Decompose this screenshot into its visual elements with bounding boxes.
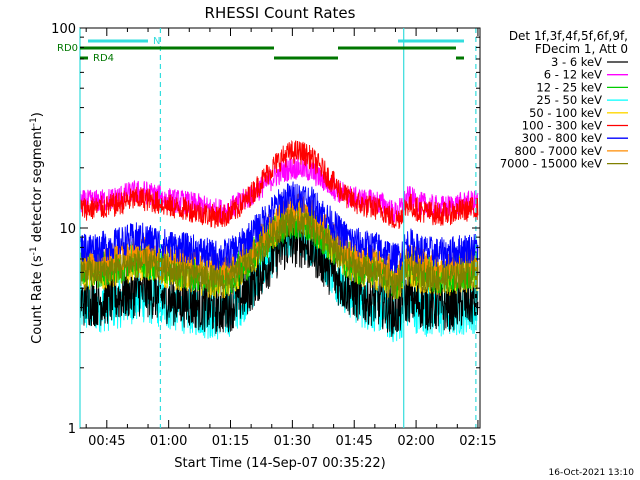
- y-label-sup1: -1: [29, 246, 39, 255]
- y-tick-label-1: 1: [68, 422, 76, 437]
- y-label-end: ): [30, 112, 45, 117]
- legend-label-8: 7000 - 15000 keV: [500, 157, 602, 171]
- legend-label-0: 3 - 6 keV: [551, 55, 602, 69]
- series-layer: [79, 139, 479, 343]
- x-tick-label-1: 01:00: [150, 434, 187, 449]
- chart-title: RHESSI Count Rates: [205, 4, 356, 22]
- legend: Det 1f,3f,4f,5f,6f,9f, FDecim 1, Att 0 3…: [500, 29, 628, 171]
- footer-timestamp: 16-Oct-2021 13:10: [549, 468, 635, 478]
- y-tick-label-100: 100: [51, 22, 76, 37]
- legend-label-5: 100 - 300 keV: [522, 119, 602, 133]
- y-axis-label: Count Rate (s-1 detector segment-1): [29, 112, 45, 344]
- series-line-100to300keV: [79, 139, 479, 230]
- tick-layer: 1 10 100 00:45 01:00 01:15 01:30 01:45 02:00 02:1…: [51, 22, 497, 449]
- series-line-300to800keV: [79, 181, 479, 274]
- legend-label-6: 300 - 800 keV: [522, 131, 602, 145]
- x-tick-label-5: 02:00: [397, 434, 434, 449]
- legend-label-3: 25 - 50 keV: [536, 93, 602, 107]
- legend-label-7: 800 - 7000 keV: [514, 144, 602, 158]
- rd4-label: RD4: [93, 53, 114, 64]
- legend-header-line-2: FDecim 1, Att 0: [535, 42, 628, 56]
- segment-layer: [80, 39, 464, 60]
- legend-header-line-1: Det 1f,3f,4f,5f,6f,9f,: [509, 29, 628, 43]
- y-label-sup2: -1: [29, 117, 39, 126]
- x-tick-label-3: 01:30: [274, 434, 311, 449]
- x-tick-label-4: 01:45: [335, 434, 372, 449]
- legend-label-4: 50 - 100 keV: [529, 106, 602, 120]
- y-tick-label-10: 10: [59, 222, 76, 237]
- x-tick-label-0: 00:45: [88, 434, 125, 449]
- x-tick-label-2: 01:15: [212, 434, 249, 449]
- series-line-7000to15000keV: [79, 204, 479, 299]
- n-label: N: [153, 36, 160, 47]
- x-axis-label: Start Time (14-Sep-07 00:35:22): [174, 456, 385, 471]
- rd0-label: RD0: [57, 43, 78, 54]
- x-tick-label-6: 02:15: [459, 434, 496, 449]
- y-label-mid: detector segment: [30, 126, 45, 246]
- y-label-main: Count Rate (s: [30, 255, 45, 344]
- legend-label-1: 6 - 12 keV: [544, 68, 602, 82]
- legend-label-2: 12 - 25 keV: [536, 80, 602, 94]
